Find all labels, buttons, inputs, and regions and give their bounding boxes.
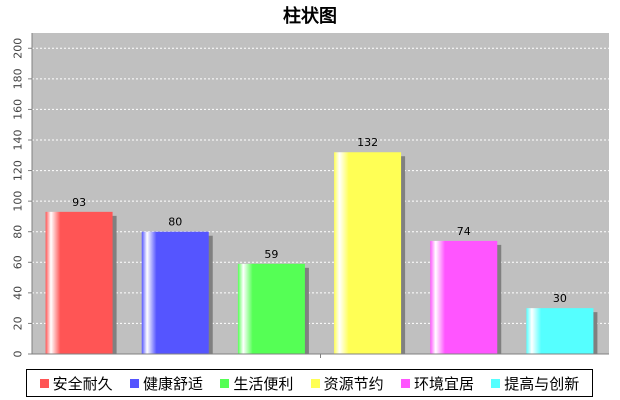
y-tick-label: 0 (12, 351, 25, 358)
y-tick-label: 20 (12, 316, 25, 330)
legend-item: 提高与创新 (491, 373, 579, 394)
legend-label: 环境宜居 (413, 374, 474, 393)
bar-value-label: 132 (357, 136, 378, 149)
bar-value-label: 74 (457, 225, 471, 238)
y-tick-label: 80 (12, 225, 25, 239)
legend-swatch (310, 378, 320, 388)
legend-item: 环境宜居 (400, 373, 474, 394)
bar-value-label: 59 (264, 248, 278, 261)
legend-item: 资源节约 (310, 373, 384, 394)
legend-swatch (39, 378, 49, 388)
legend-swatch (491, 378, 501, 388)
bar-value-label: 30 (553, 292, 567, 305)
y-tick-label: 100 (12, 191, 25, 212)
bar (45, 211, 113, 354)
legend-label: 资源节约 (323, 374, 384, 393)
bar-value-label: 93 (72, 196, 86, 209)
bar (334, 152, 402, 354)
y-tick-label: 180 (12, 68, 25, 89)
plot-background (32, 33, 609, 354)
legend-swatch (220, 378, 230, 388)
legend-swatch (129, 378, 139, 388)
bar-value-label: 80 (168, 216, 182, 229)
legend: 安全耐久 健康舒适 生活便利 资源节约 环境宜居 提高与创新 (26, 369, 593, 397)
legend-item: 安全耐久 (39, 373, 113, 394)
bar (237, 263, 305, 354)
legend-swatch (400, 378, 410, 388)
y-tick-label: 200 (12, 38, 25, 59)
legend-label: 提高与创新 (504, 374, 580, 393)
bar (430, 240, 498, 354)
y-tick-label: 60 (12, 255, 25, 269)
bar (141, 231, 209, 354)
legend-label: 生活便利 (233, 374, 294, 393)
legend-item: 健康舒适 (129, 373, 203, 394)
y-tick-label: 120 (12, 160, 25, 181)
bar (526, 308, 594, 354)
y-tick-label: 160 (12, 99, 25, 120)
legend-item: 生活便利 (220, 373, 293, 394)
legend-label: 健康舒适 (142, 374, 203, 393)
legend-label: 安全耐久 (52, 374, 113, 393)
y-tick-label: 140 (12, 130, 25, 151)
y-tick-label: 40 (12, 286, 25, 300)
chart-title: 柱状图 (283, 6, 337, 27)
